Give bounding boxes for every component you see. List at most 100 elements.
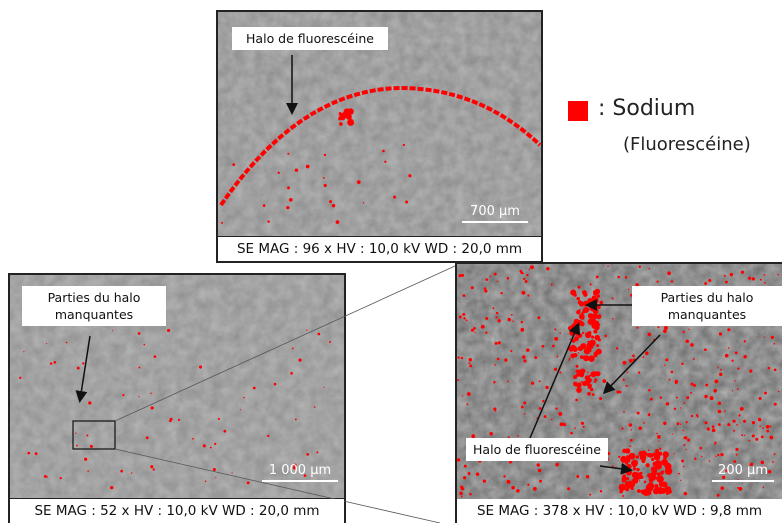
sodium-spot bbox=[516, 489, 520, 493]
sodium-spot bbox=[546, 267, 549, 270]
sodium-spot bbox=[461, 487, 465, 491]
sodium-spot bbox=[576, 297, 580, 301]
sodium-spot bbox=[691, 415, 693, 417]
sodium-spot bbox=[704, 395, 707, 398]
sodium-spot bbox=[471, 329, 474, 332]
sodium-spot bbox=[50, 362, 52, 364]
sodium-spot bbox=[655, 463, 662, 470]
sodium-spot bbox=[495, 316, 497, 318]
sodium-spot bbox=[628, 289, 629, 290]
sodium-spot bbox=[338, 117, 342, 121]
sodium-spot bbox=[674, 453, 675, 454]
sodium-spot bbox=[582, 290, 587, 295]
sodium-spot bbox=[741, 271, 744, 274]
sodium-spot bbox=[583, 343, 585, 345]
sodium-spot bbox=[663, 422, 666, 425]
sodium-spot bbox=[651, 470, 657, 476]
sodium-spot bbox=[622, 495, 624, 497]
sodium-spot bbox=[764, 336, 765, 337]
sodium-spot bbox=[712, 428, 716, 432]
sodium-spot bbox=[766, 430, 769, 433]
sodium-spot bbox=[708, 279, 711, 282]
sodium-spot bbox=[589, 494, 591, 496]
sodium-spot bbox=[192, 438, 194, 440]
sodium-spot bbox=[599, 397, 602, 400]
sodium-spot bbox=[551, 419, 553, 421]
sodium-spot bbox=[582, 332, 584, 334]
sodium-spot bbox=[594, 335, 600, 341]
sodium-spot bbox=[717, 454, 719, 456]
sodium-spot bbox=[384, 161, 386, 163]
sodium-spot bbox=[403, 144, 405, 146]
sodium-spot bbox=[583, 307, 589, 313]
sodium-spot bbox=[476, 472, 479, 475]
sodium-spot bbox=[555, 407, 557, 409]
sodium-spot bbox=[525, 280, 528, 283]
sodium-spot bbox=[744, 340, 746, 342]
sodium-spot bbox=[339, 112, 342, 115]
sodium-spot bbox=[735, 448, 738, 451]
sodium-spot bbox=[463, 317, 465, 319]
sodium-spot bbox=[575, 365, 578, 368]
sodium-spot bbox=[622, 449, 627, 454]
sodium-spot bbox=[684, 492, 687, 495]
sodium-spot bbox=[624, 458, 628, 462]
sodium-spot bbox=[680, 480, 681, 481]
sodium-spot bbox=[678, 473, 680, 475]
sodium-spot bbox=[527, 484, 529, 486]
sodium-spot bbox=[712, 425, 715, 428]
sodium-spot bbox=[718, 367, 719, 368]
sodium-spot bbox=[537, 463, 540, 466]
sodium-spot bbox=[19, 377, 21, 379]
sodium-spot bbox=[720, 486, 724, 490]
sodium-spot bbox=[90, 445, 93, 448]
sodium-spot bbox=[520, 270, 523, 273]
sodium-spot bbox=[498, 341, 501, 344]
sodium-spot bbox=[625, 276, 628, 279]
sodium-spot bbox=[623, 379, 625, 381]
sodium-spot bbox=[748, 440, 750, 442]
sodium-spot bbox=[484, 289, 487, 292]
sodium-spot bbox=[469, 364, 472, 367]
sodium-spot bbox=[205, 481, 207, 483]
sodium-spot bbox=[744, 435, 745, 436]
sodium-spot bbox=[523, 402, 526, 405]
sodium-spot bbox=[573, 353, 577, 357]
sodium-spot bbox=[496, 312, 498, 314]
sodium-spot bbox=[569, 358, 571, 360]
scale-line bbox=[462, 221, 528, 223]
sodium-spot bbox=[596, 349, 602, 355]
sodium-spot bbox=[731, 360, 733, 362]
scale-bar: 700 µm bbox=[462, 204, 528, 223]
sodium-spot bbox=[324, 184, 327, 187]
sodium-spot bbox=[529, 269, 530, 270]
sodium-spot bbox=[587, 371, 589, 373]
sodium-spot bbox=[574, 319, 580, 325]
sodium-spot bbox=[736, 454, 738, 456]
sodium-spot bbox=[462, 313, 465, 316]
sodium-spot bbox=[494, 273, 497, 276]
sodium-spot bbox=[623, 361, 627, 365]
sodium-spot bbox=[554, 337, 558, 341]
sodium-spot bbox=[637, 412, 640, 415]
sodium-spot bbox=[537, 316, 540, 319]
sodium-spot bbox=[466, 319, 468, 321]
sodium-spot bbox=[665, 358, 668, 361]
sodium-spot bbox=[763, 487, 764, 488]
sodium-spot bbox=[690, 343, 694, 347]
sodium-spot bbox=[590, 306, 596, 312]
sodium-spot bbox=[473, 327, 476, 330]
sodium-spot bbox=[131, 472, 132, 473]
sodium-spot bbox=[287, 186, 290, 189]
sodium-spot bbox=[683, 430, 684, 431]
sodium-spot bbox=[619, 484, 626, 491]
sodium-spot bbox=[774, 369, 777, 372]
sodium-spot bbox=[468, 362, 470, 364]
sodium-spot bbox=[223, 430, 226, 433]
sodium-spot bbox=[581, 422, 584, 425]
sodium-spot bbox=[627, 371, 628, 372]
caption: SE MAG : 378 x HV : 10,0 kV WD : 9,8 mm bbox=[457, 499, 782, 523]
sodium-spot bbox=[631, 429, 633, 431]
sodium-spot bbox=[138, 367, 140, 369]
sodium-spot bbox=[720, 453, 723, 456]
